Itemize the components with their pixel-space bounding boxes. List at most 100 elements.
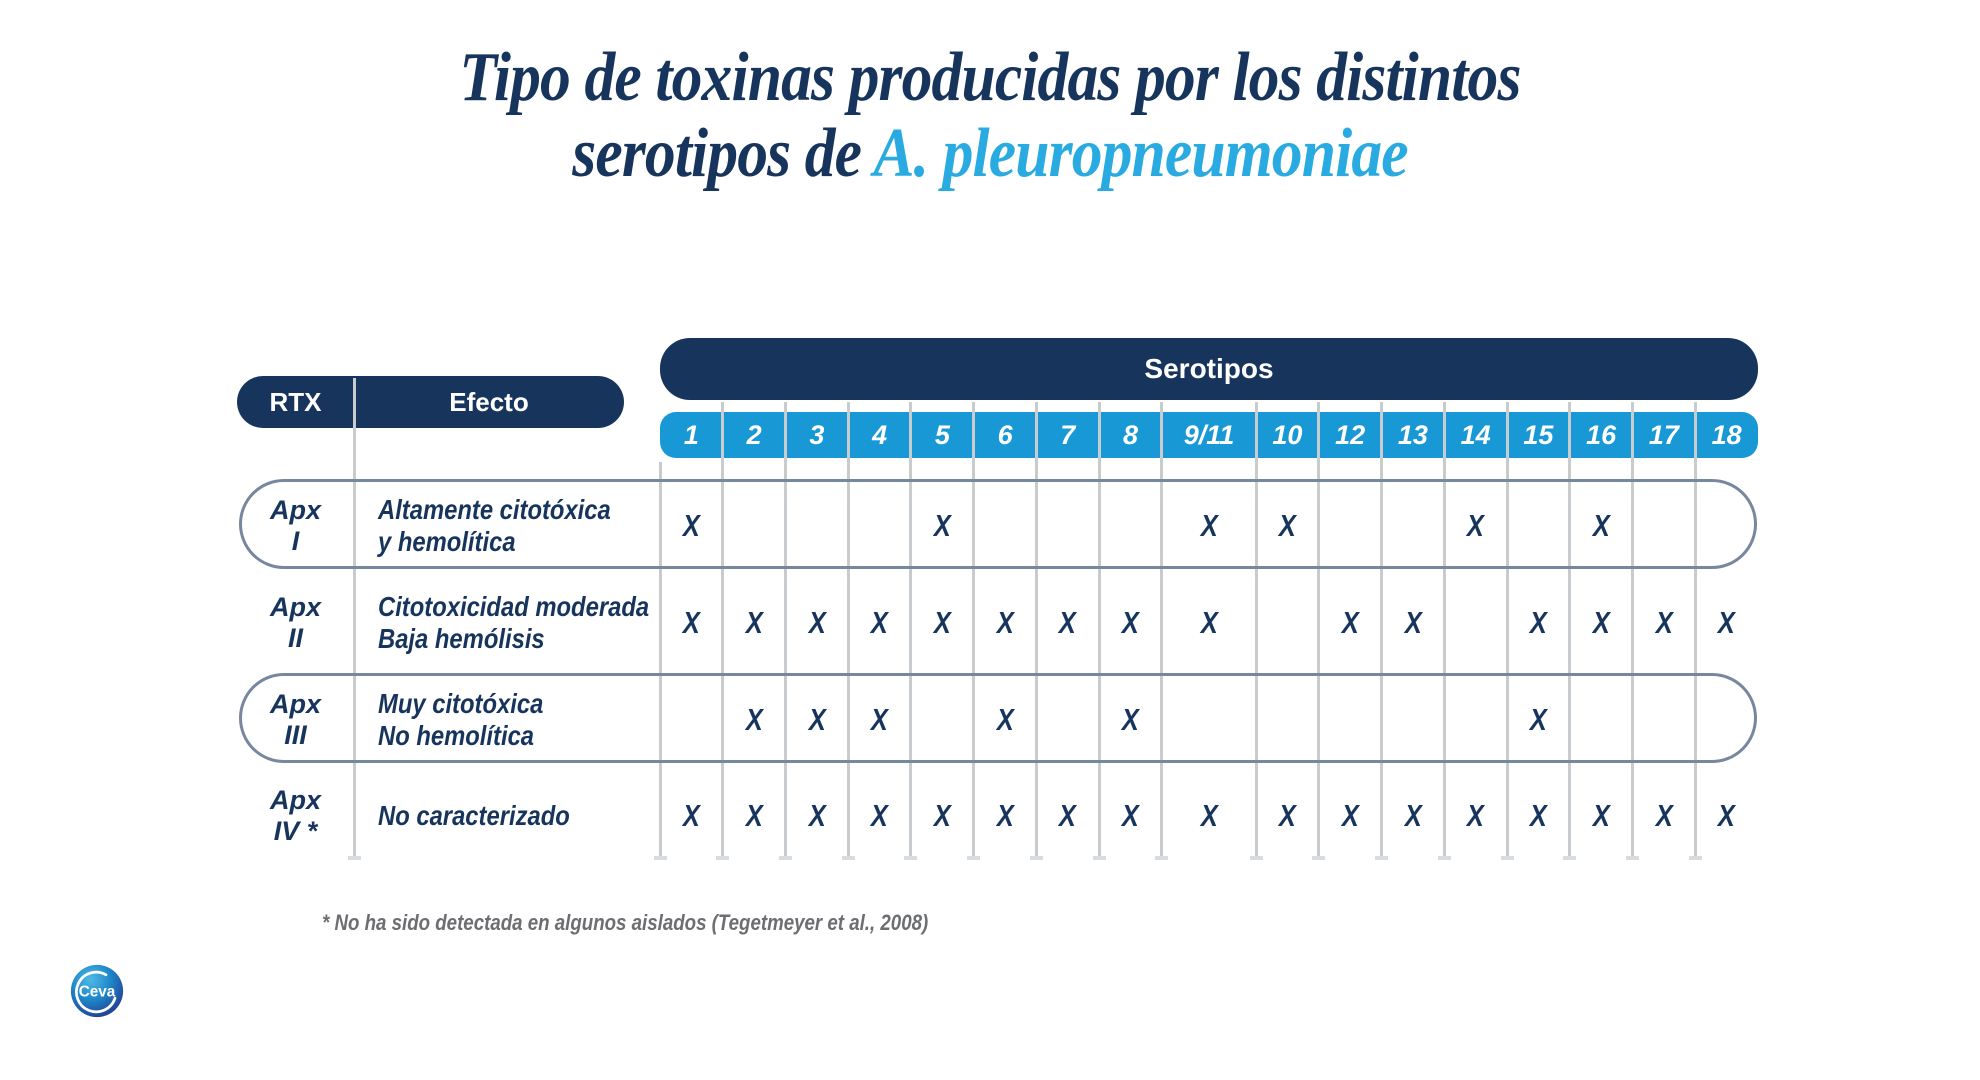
mark-cell-14: X	[1444, 768, 1507, 863]
toxin-mark-x: X	[1529, 701, 1547, 737]
mark-cell-16: X	[1570, 574, 1633, 671]
mark-cell-8: X	[1099, 574, 1162, 671]
column-separator-line	[1568, 402, 1572, 856]
rtx-label-line: Apx	[269, 591, 321, 622]
mark-cell-3: X	[785, 768, 848, 863]
serotype-header-17: 17	[1632, 412, 1696, 458]
toxin-mark-x: X	[1655, 797, 1673, 833]
mark-cell-4	[848, 477, 911, 574]
column-line-foot	[841, 856, 855, 860]
serotype-header-8: 8	[1099, 412, 1162, 458]
serotype-header-label: 13	[1397, 419, 1428, 450]
effect-text-line: Muy citotóxica	[378, 687, 544, 719]
toxin-mark-x: X	[745, 604, 763, 640]
mark-cell-10	[1256, 671, 1319, 768]
mark-cell-14	[1444, 671, 1507, 768]
effect-cell-1: Altamente citotóxica y hemolítica	[378, 477, 660, 574]
serotype-header-label: 17	[1648, 419, 1679, 450]
serotype-header-1: 1	[660, 412, 723, 458]
column-line-foot	[1437, 856, 1451, 860]
mark-cell-2	[723, 477, 786, 574]
mark-cell-3: X	[785, 574, 848, 671]
toxin-mark-x: X	[933, 507, 951, 543]
toxin-mark-x: X	[1278, 797, 1296, 833]
serotype-header-label: 9/11	[1183, 419, 1235, 450]
column-line-foot	[1563, 856, 1577, 860]
title-species-accent: A. pleuropneumoniae	[873, 115, 1408, 192]
column-separator-line	[1097, 402, 1101, 856]
effect-text-line: y hemolítica	[378, 525, 516, 557]
toxin-mark-x: X	[1467, 797, 1485, 833]
mark-cell-12	[1319, 671, 1382, 768]
column-line-foot	[967, 856, 981, 860]
toxin-mark-x: X	[1592, 507, 1610, 543]
effect-cell-2: Citotoxicidad moderada Baja hemólisis	[378, 574, 660, 671]
column-separator-line	[352, 378, 356, 856]
serotype-header-15: 15	[1507, 412, 1570, 458]
serotype-header-label: 4	[872, 419, 888, 450]
toxin-mark-x: X	[808, 797, 826, 833]
mark-cell-5: X	[911, 477, 974, 574]
serotype-header-13: 13	[1381, 412, 1445, 458]
mark-cell-15: X	[1507, 768, 1570, 863]
mark-cell-16: X	[1570, 477, 1633, 574]
mark-cell-8	[1099, 477, 1162, 574]
ceva-logo: Ceva	[70, 964, 124, 1018]
mark-cell-12: X	[1319, 768, 1382, 863]
column-line-foot	[347, 856, 361, 860]
rtx-label-2: Apx II	[237, 574, 354, 671]
mark-cell-15	[1507, 477, 1570, 574]
serotype-header-label: 18	[1711, 419, 1742, 450]
column-line-foot	[778, 856, 792, 860]
column-separator-line	[972, 402, 976, 856]
effect-text-line: No hemolítica	[378, 719, 535, 751]
serotype-header-label: 3	[809, 419, 825, 450]
column-separator-line	[1380, 402, 1384, 856]
serotype-header-6: 6	[973, 412, 1037, 458]
column-line-foot	[716, 856, 730, 860]
serotype-header-4: 4	[848, 412, 911, 458]
rtx-label-line: Apx	[269, 784, 321, 815]
mark-cell-13: X	[1382, 574, 1445, 671]
rtx-label-line: Apx	[269, 688, 321, 719]
serotype-numbers-row: 1 2 3 4 5 6 7 8 9/11 10 12 13 14 15 16 17 18	[660, 412, 1758, 458]
effect-text-line: No caracterizado	[378, 799, 570, 831]
toxin-mark-x: X	[1122, 604, 1140, 640]
serotype-header-12: 12	[1318, 412, 1382, 458]
toxin-mark-x: X	[871, 701, 889, 737]
serotype-header-18: 18	[1695, 412, 1758, 458]
toxin-mark-x: X	[1122, 701, 1140, 737]
toxin-mark-x: X	[682, 507, 700, 543]
column-separator-line	[1254, 402, 1258, 856]
mark-cell-6: X	[974, 574, 1037, 671]
toxin-mark-x: X	[1200, 797, 1218, 833]
rtx-label-line: IV *	[273, 815, 318, 846]
mark-cell-2: X	[723, 574, 786, 671]
toxin-mark-x: X	[745, 797, 763, 833]
toxin-mark-x: X	[1200, 507, 1218, 543]
serotype-header-label: 10	[1272, 419, 1303, 450]
column-separator-line	[658, 462, 662, 856]
mark-cell-4: X	[848, 768, 911, 863]
effect-text-line: Citotoxicidad moderada	[378, 590, 650, 622]
rtx-label-line: Apx	[269, 494, 321, 525]
serotype-header-label: 15	[1523, 419, 1554, 450]
rtx-label-1: Apx I	[237, 477, 354, 574]
mark-cell-18	[1695, 477, 1758, 574]
column-separator-line	[909, 402, 913, 856]
logo-swoosh	[75, 970, 117, 1014]
mark-cell-13: X	[1382, 768, 1445, 863]
mark-cell-5	[911, 671, 974, 768]
mark-cell-14: X	[1444, 477, 1507, 574]
ceva-logo-graphic: Ceva	[70, 964, 124, 1018]
toxin-mark-x: X	[1341, 604, 1359, 640]
mark-cell-17: X	[1633, 768, 1696, 863]
title-line-2-prefix: serotipos de	[572, 115, 874, 192]
mark-cell-13	[1382, 477, 1445, 574]
mark-cell-5: X	[911, 574, 974, 671]
column-separator-line	[1631, 402, 1634, 856]
toxin-mark-x: X	[933, 604, 951, 640]
mark-cell-18	[1695, 671, 1758, 768]
